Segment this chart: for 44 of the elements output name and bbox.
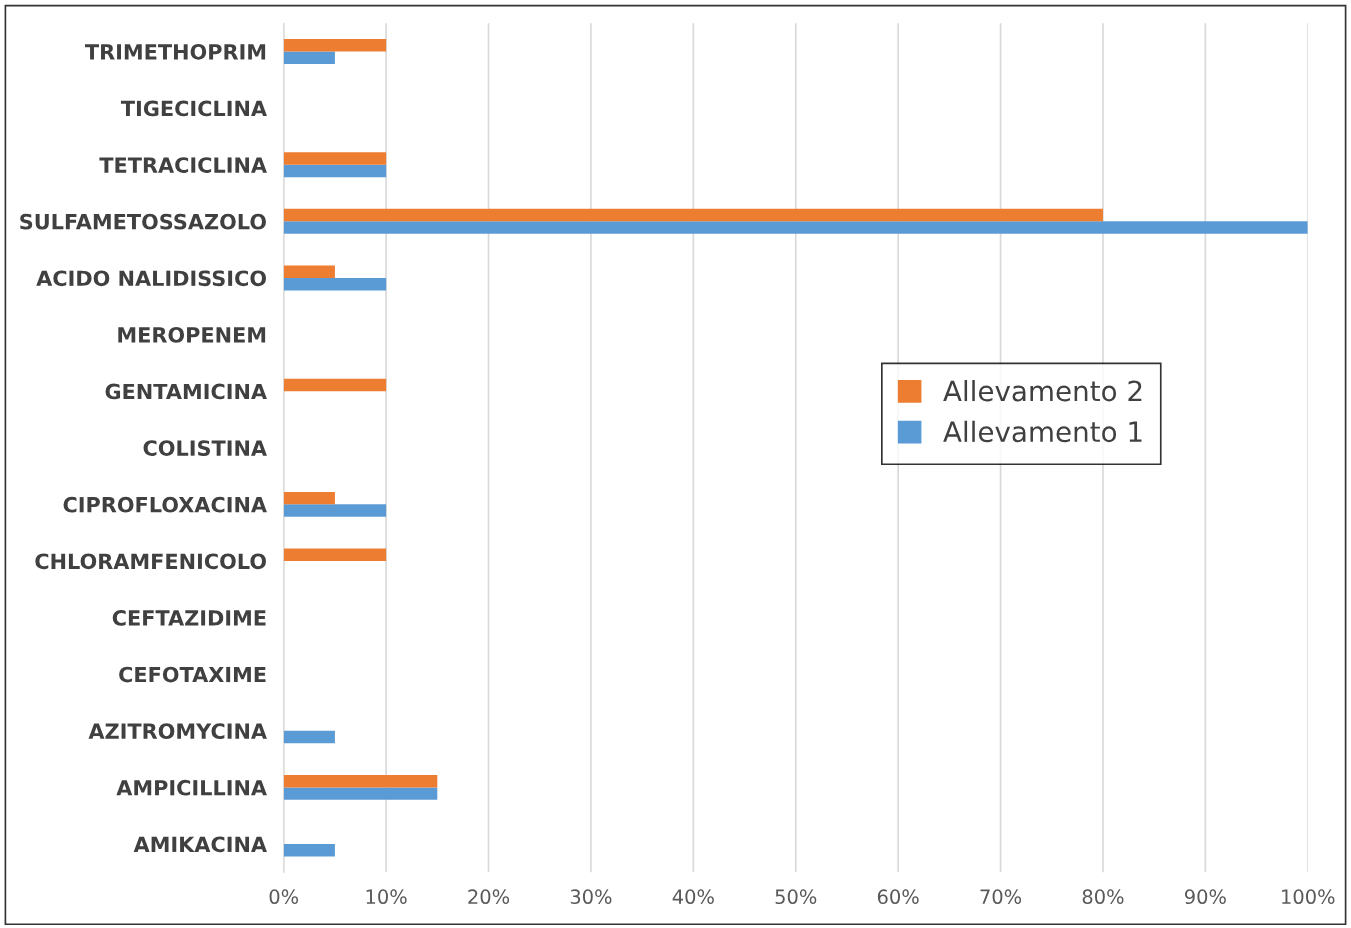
y-tick-label: CEFOTAXIME — [119, 666, 266, 683]
bar — [283, 164, 387, 178]
bar — [283, 504, 387, 517]
bar — [283, 152, 387, 165]
x-tick-label: 10% — [366, 889, 407, 905]
x-tick-label: 70% — [980, 889, 1022, 905]
x-tick-label: 30% — [570, 889, 612, 905]
x-tick-label: 0% — [269, 889, 299, 905]
x-tick-label: 50% — [775, 889, 817, 905]
bar — [283, 774, 438, 788]
y-tick-label: SULFAMETOSSAZOLO — [20, 213, 266, 230]
y-tick-label: CIPROFLOXACINA — [63, 496, 267, 513]
x-tick-label: 90% — [1184, 889, 1226, 905]
bar — [283, 221, 1308, 234]
bar — [283, 548, 387, 561]
y-tick-label: GENTAMICINA — [105, 383, 267, 400]
y-tick-label: CHLORAMFENICOLO — [35, 553, 266, 570]
bar — [283, 208, 1103, 222]
y-tick-label: ACIDO NALIDISSICO — [36, 270, 266, 287]
x-tick-label: 100% — [1282, 889, 1335, 905]
x-tick-label: 40% — [672, 889, 714, 905]
y-tick-label: MEROPENEM — [118, 327, 266, 343]
bar — [283, 39, 387, 52]
y-tick-label: TIGECICLINA — [120, 100, 267, 117]
y-tick-label: AMIKACINA — [133, 836, 267, 853]
y-tick-label: TRIMETHOPRIM — [85, 43, 266, 60]
y-tick-label: TETRACICLINA — [99, 157, 267, 173]
bar — [283, 378, 387, 392]
bar — [283, 730, 335, 744]
x-tick-label: 80% — [1082, 889, 1124, 905]
bar — [283, 844, 335, 857]
legend-label: Allevamento 2 — [943, 379, 1142, 402]
y-tick-label: AZITROMYCINA — [88, 723, 267, 740]
bar — [283, 491, 335, 505]
y-tick-label: COLISTINA — [143, 440, 267, 456]
bar — [283, 265, 335, 278]
bar — [283, 787, 438, 800]
y-tick-label: CEFTAZIDIME — [112, 610, 266, 626]
bar — [283, 277, 387, 291]
y-tick-label: AMPICILLINA — [116, 779, 267, 796]
bar — [283, 51, 335, 64]
legend-label: Allevamento 1 — [943, 420, 1142, 443]
x-tick-label: 20% — [468, 889, 510, 905]
x-tick-label: 60% — [877, 889, 919, 905]
